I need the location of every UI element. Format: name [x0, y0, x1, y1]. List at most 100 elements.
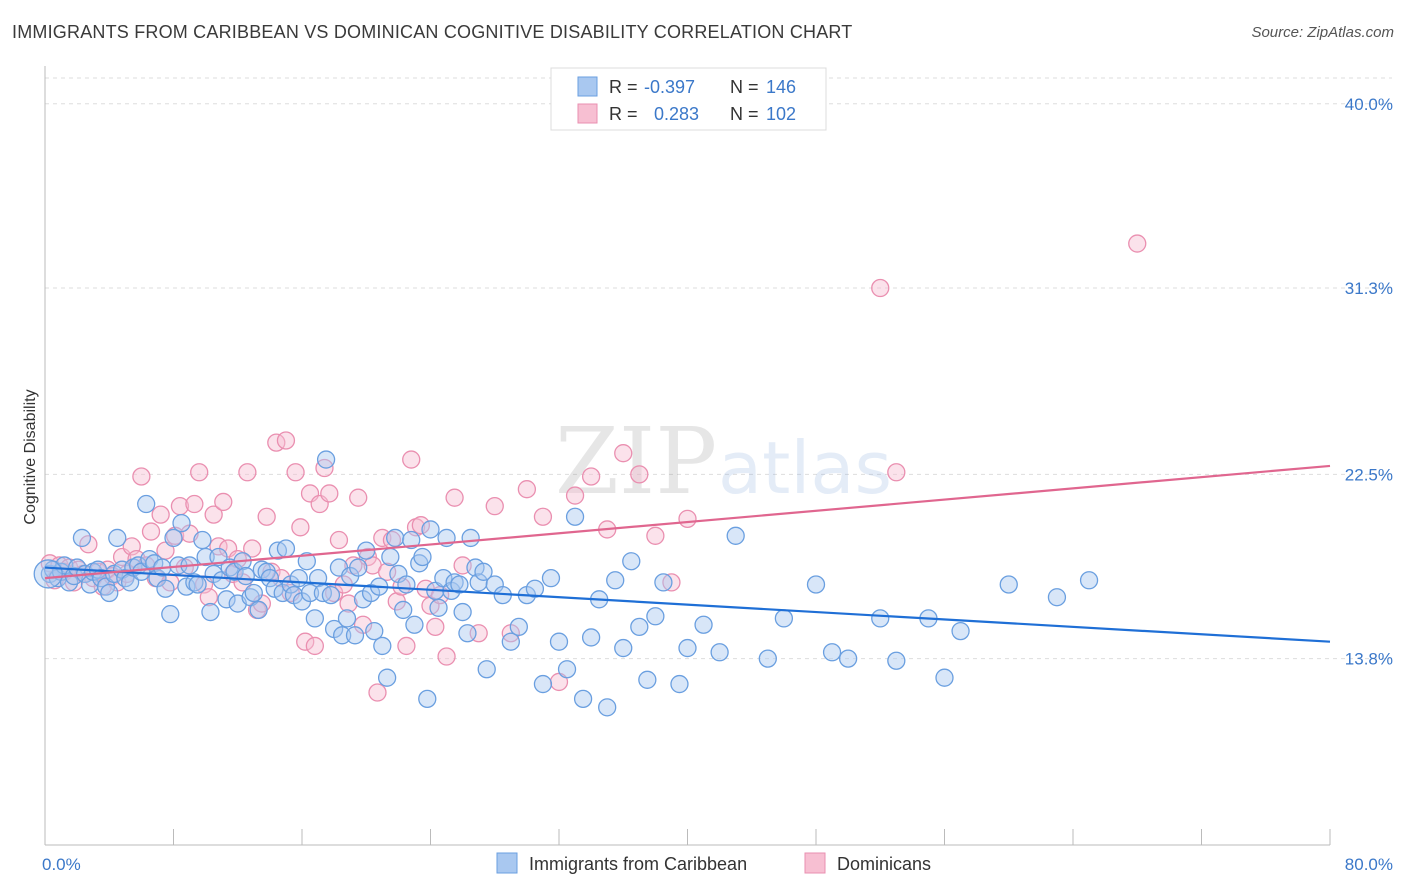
data-point	[204, 505, 223, 524]
data-point	[581, 628, 601, 647]
data-point	[509, 617, 528, 637]
data-point	[461, 528, 480, 548]
data-point	[300, 583, 320, 603]
legend-bottom-caribbean: Immigrants from Caribbean	[529, 854, 747, 874]
data-point	[517, 480, 537, 499]
caribbean-trend-line	[44, 566, 1331, 643]
data-point	[646, 607, 665, 626]
data-point	[411, 516, 431, 535]
data-point	[806, 575, 826, 594]
data-point	[474, 562, 493, 581]
dominicans-trend-line	[44, 464, 1331, 580]
data-point	[1047, 588, 1067, 607]
data-point	[151, 505, 170, 524]
data-point	[141, 522, 161, 541]
data-point	[402, 530, 421, 550]
data-point	[606, 571, 625, 590]
legend-n-value-2: 102	[766, 104, 796, 124]
data-point	[458, 624, 477, 643]
data-point	[289, 569, 308, 588]
data-point	[345, 626, 365, 645]
data-point	[377, 562, 397, 581]
data-point	[297, 552, 316, 571]
data-point	[935, 668, 954, 687]
data-point	[397, 575, 416, 594]
source-label: Source: ZipAtlas.com	[1251, 24, 1394, 41]
legend-bottom-swatch-blue	[496, 852, 518, 874]
data-point	[291, 518, 310, 537]
data-point	[196, 547, 215, 567]
y-tick-label: 31.3%	[1345, 279, 1393, 298]
data-point	[193, 530, 212, 550]
data-point	[132, 467, 151, 486]
data-point	[501, 632, 520, 651]
data-point	[172, 513, 191, 533]
data-point	[394, 600, 413, 620]
data-point	[426, 617, 445, 637]
data-point	[305, 636, 325, 656]
legend-n-value-1: 146	[766, 77, 796, 97]
legend-swatch-pink	[577, 103, 598, 124]
data-point	[670, 674, 689, 694]
data-point	[453, 602, 472, 622]
data-point	[646, 526, 665, 545]
legend-r-label-2: R =	[609, 104, 638, 124]
legend-r-label-1: R =	[609, 77, 638, 97]
data-point	[549, 632, 569, 651]
data-point	[573, 689, 593, 709]
data-point	[201, 602, 220, 622]
data-point	[565, 507, 585, 526]
data-point	[120, 573, 140, 592]
legend-swatch-blue	[577, 76, 598, 97]
data-point	[630, 617, 649, 637]
y-tick-label: 22.5%	[1345, 465, 1393, 484]
data-point	[418, 689, 437, 709]
trend-lines	[44, 464, 1331, 643]
watermark: ZIP atlas	[555, 408, 892, 515]
data-point	[533, 507, 553, 526]
caribbean-points	[33, 450, 1099, 717]
data-point	[72, 528, 92, 548]
x-tick-label: 80.0%	[1345, 855, 1393, 874]
y-tick-labels: 13.8% 22.5% 31.3% 40.0%	[1345, 95, 1393, 669]
data-point	[469, 573, 488, 592]
data-point	[871, 278, 890, 298]
x-tick-labels: 0.0% 80.0%	[42, 855, 1393, 874]
data-point	[339, 594, 358, 613]
data-point	[276, 431, 296, 450]
data-point	[161, 605, 180, 624]
data-point	[477, 660, 496, 679]
data-point	[887, 651, 906, 670]
data-point	[774, 609, 794, 628]
data-point	[533, 674, 553, 694]
data-point	[276, 539, 296, 558]
data-point	[581, 467, 601, 486]
data-point	[333, 626, 352, 645]
legend-bottom-dominicans: Dominicans	[837, 854, 931, 874]
data-point	[397, 636, 416, 656]
data-point	[838, 649, 858, 668]
data-point	[405, 615, 424, 634]
data-point	[614, 444, 633, 463]
legend-bottom: Immigrants from Caribbean Dominicans	[496, 852, 931, 874]
y-tick-label: 13.8%	[1345, 650, 1393, 669]
data-point	[822, 643, 842, 662]
legend-r-value-1: -0.397	[644, 77, 695, 97]
data-point	[525, 579, 545, 598]
data-point	[156, 579, 175, 598]
watermark-zip: ZIP	[555, 408, 717, 515]
data-point	[305, 609, 325, 628]
data-point	[257, 507, 276, 526]
data-point	[726, 526, 745, 545]
data-point	[678, 638, 697, 658]
x-tick-label: 0.0%	[42, 855, 81, 874]
data-point	[217, 590, 236, 609]
data-point	[450, 575, 469, 594]
data-point	[365, 621, 384, 641]
data-point	[214, 492, 233, 512]
data-point	[316, 450, 336, 469]
data-point	[630, 465, 649, 484]
data-point	[654, 573, 673, 592]
data-point	[236, 566, 255, 586]
data-point	[185, 494, 204, 514]
